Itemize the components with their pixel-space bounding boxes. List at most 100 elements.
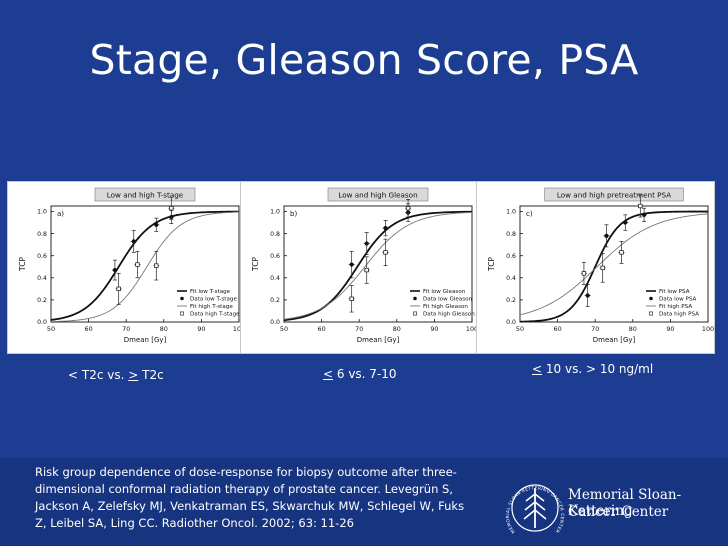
y-tick-label: 0.0	[37, 319, 47, 326]
chart-panel-psa: Low and high pretreatment PSA c) 50 60 70 80 9…	[476, 181, 715, 354]
legend-label-data-low-gleason: Data low Gleason	[423, 297, 473, 303]
chart-title: Low and high pretreatment PSA	[557, 191, 671, 200]
data-point-data-low-psa	[604, 233, 609, 238]
y-axis-label: TCP	[487, 257, 496, 272]
legend-label-fit-high-gleason: Fit high Gleason	[423, 304, 468, 310]
chart-title-box	[94, 187, 196, 202]
caption-gleason-symbol: <	[323, 367, 334, 381]
data-point-data-low-gleason	[349, 262, 354, 267]
data-point-data-high-gleason	[405, 206, 411, 211]
plot-frame	[50, 205, 240, 323]
chart-psa: Low and high pretreatment PSA c) 50 60 70 80 9…	[487, 187, 714, 344]
legend-swatch-data-low-t-stage	[180, 296, 184, 301]
chart-title-box	[544, 187, 684, 202]
caption-t-stage: < T2c vs. > T2c	[68, 368, 164, 382]
y-tick-label: 1.0	[37, 209, 47, 216]
fit-curve-fit-high-gleason	[284, 211, 472, 320]
y-tick-label: 0.6	[506, 253, 516, 260]
fit-curve-fit-low-psa	[520, 210, 708, 322]
chart-title-box	[327, 187, 429, 202]
y-tick-label: 0.4	[506, 275, 516, 282]
chart-title: Low and high T-stage	[107, 191, 184, 200]
y-axis-label: TCP	[251, 257, 260, 272]
data-point-data-high-t-stage	[135, 262, 140, 267]
data-point-data-low-psa	[641, 212, 647, 217]
y-tick-label: 1.0	[506, 209, 516, 216]
panel-label: a)	[57, 210, 64, 218]
logo-text-line-2: Cancer Center	[568, 504, 669, 520]
data-point-data-low-psa	[585, 293, 590, 298]
y-tick-label: 0.2	[270, 297, 280, 304]
plot-frame	[283, 205, 473, 323]
legend-swatch-data-low-gleason	[413, 296, 417, 301]
x-tick-label: 50	[516, 325, 524, 333]
panel-label: c)	[526, 210, 533, 218]
data-point-data-high-gleason	[364, 267, 369, 273]
panel-label: b)	[290, 210, 297, 218]
caption-t-stage-symbol: >	[128, 368, 139, 382]
fit-curve-fit-high-t-stage	[51, 211, 239, 322]
x-tick-label: 50	[47, 325, 55, 333]
caption-gleason-text: 6 vs. 7-10	[333, 367, 397, 381]
data-point-data-low-gleason	[364, 241, 369, 246]
reference-citation: Risk group dependence of dose-response f…	[35, 465, 465, 530]
x-tick-label: 100	[233, 325, 245, 333]
data-point-data-low-gleason	[383, 225, 388, 231]
data-point-data-low-t-stage	[154, 222, 159, 227]
data-point-data-high-gleason	[349, 296, 354, 301]
caption-psa: < 10 vs. > 10 ng/ml	[532, 362, 653, 376]
x-tick-label: 60	[554, 325, 562, 333]
data-point-data-high-psa	[638, 203, 643, 209]
x-tick-label: 100	[466, 325, 478, 333]
y-tick-label: 0.2	[506, 297, 516, 304]
x-tick-label: 70	[355, 325, 363, 333]
legend-swatch-data-low-psa	[649, 296, 653, 301]
x-tick-label: 90	[666, 325, 674, 333]
chart-t-stage: Low and high T-stage a) 50 60 70 80 90 100 0.0 0.…	[18, 187, 245, 344]
y-tick-label: 0.8	[37, 231, 47, 238]
legend-label-fit-low-t-stage: Fit low T-stage	[190, 289, 231, 295]
legend-label-data-low-psa: Data low PSA	[659, 297, 696, 303]
legend-label-data-high-psa: Data high PSA	[659, 312, 699, 318]
x-axis-label: Dmean [Gy]	[124, 336, 167, 344]
chart-title: Low and high Gleason	[338, 191, 417, 200]
mskcc-logo: MEMORIAL SLOAN-KETTERING CANCER CENTER M…	[505, 470, 720, 542]
legend-label-fit-high-psa: Fit high PSA	[659, 304, 692, 310]
data-point-data-high-psa	[619, 250, 624, 255]
caption-t-stage-left: <	[68, 368, 79, 382]
caption-psa-text: 10 vs. > 10 ng/ml	[542, 362, 654, 376]
data-point-data-low-t-stage	[112, 267, 118, 273]
x-axis-label: Dmean [Gy]	[357, 336, 400, 344]
caption-gleason: < 6 vs. 7-10	[323, 367, 397, 381]
x-tick-label: 60	[318, 325, 326, 333]
y-tick-label: 0.0	[270, 319, 280, 326]
legend-label-fit-high-t-stage: Fit high T-stage	[190, 304, 233, 310]
legend-label-fit-low-gleason: Fit low Gleason	[423, 289, 466, 295]
plot-frame	[519, 205, 709, 323]
y-tick-label: 0.8	[506, 231, 516, 238]
y-tick-label: 0.2	[37, 297, 47, 304]
chart-panel-gleason: Low and high Gleason b) 50 60 70 80 90 100 0.0 0.…	[240, 181, 479, 354]
caption-t-stage-mid: T2c vs.	[78, 368, 129, 382]
legend-label-data-low-t-stage: Data low T-stage	[190, 297, 237, 303]
legend-label-data-high-gleason: Data high Gleason	[423, 312, 475, 318]
y-tick-label: 0.0	[506, 319, 516, 326]
fit-curve-fit-high-psa	[520, 213, 708, 316]
x-tick-label: 70	[122, 325, 130, 333]
legend-label-fit-low-psa: Fit low PSA	[659, 289, 690, 295]
x-tick-label: 90	[430, 325, 438, 333]
legend-swatch-data-high-t-stage	[180, 311, 184, 316]
y-tick-label: 0.4	[37, 275, 47, 282]
chart-gleason: Low and high Gleason b) 50 60 70 80 90 100 0.0 0.…	[251, 187, 478, 344]
logo-text-line-1: Memorial Sloan-Kettering	[568, 487, 682, 519]
y-tick-label: 1.0	[270, 209, 280, 216]
x-tick-label: 80	[160, 325, 168, 333]
data-point-data-low-psa	[623, 220, 628, 225]
x-tick-label: 70	[591, 325, 599, 333]
y-tick-label: 0.6	[37, 253, 47, 260]
y-tick-label: 0.8	[270, 231, 280, 238]
x-tick-label: 60	[85, 325, 93, 333]
legend-swatch-data-high-psa	[649, 311, 653, 316]
data-point-data-high-psa	[600, 265, 605, 271]
